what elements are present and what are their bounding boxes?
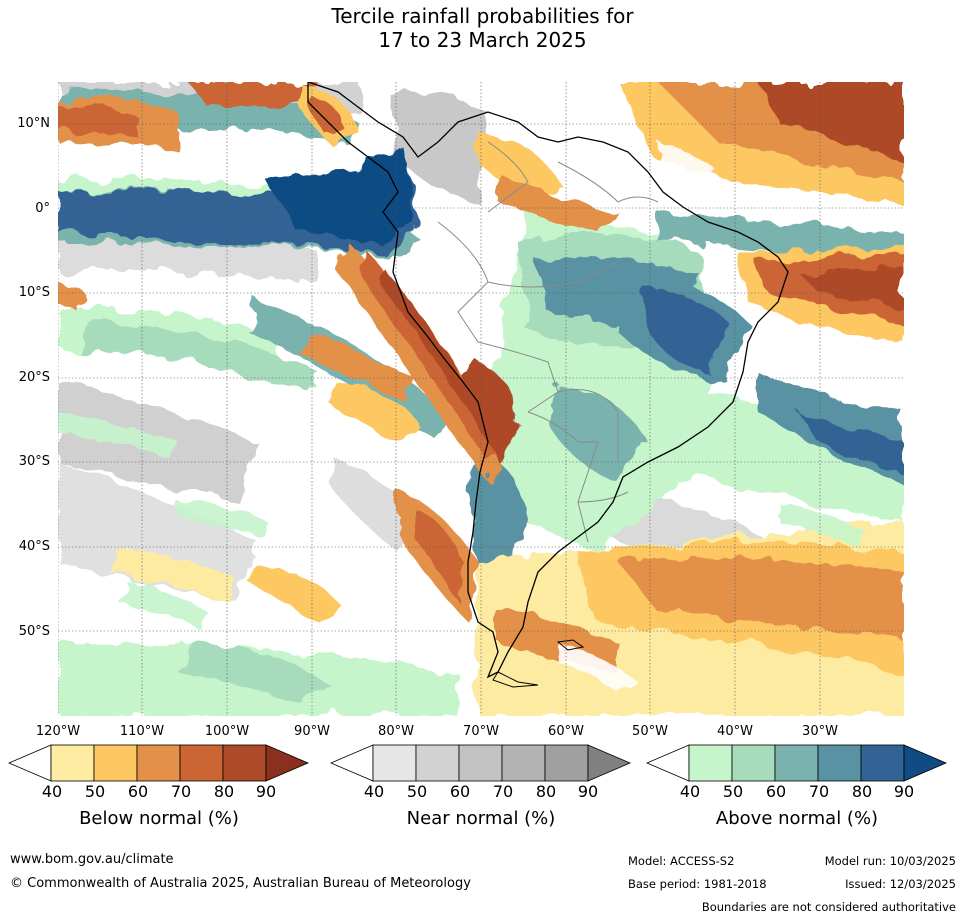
map-canvas [58,82,904,716]
near-tick-50: 50 [406,782,428,801]
above-swatch-2 [731,744,776,782]
bom-url: www.bom.gov.au/climate [10,852,174,867]
above-tick-40: 40 [679,782,701,801]
lat-label-20s: 20°S [18,370,50,385]
near-tick-70: 70 [492,782,514,801]
near-swatch-4 [501,744,546,782]
near-normal-title: Near normal (%) [406,808,556,829]
near-tick-90: 90 [577,782,599,801]
above-swatch-4 [817,744,862,782]
below-tick-40: 40 [41,782,63,801]
lon-label-100w: 100°W [204,724,250,739]
copyright: © Commonwealth of Australia 2025, Austra… [10,876,471,891]
model-name: Model: ACCESS-S2 [628,854,735,868]
lat-label-30s: 30°S [18,454,50,469]
lon-label-110w: 110°W [119,724,165,739]
issued-date: Issued: 12/03/2025 [845,877,956,891]
below-tick-80: 80 [213,782,235,801]
tierra-del-fuego [492,671,539,688]
country-boundaries [437,141,659,543]
chart-title-line2: 17 to 23 March 2025 [378,28,587,52]
colorbar-below-normal [8,744,310,782]
boundaries-disclaimer: Boundaries are not considered authoritat… [701,900,956,914]
above-swatch-under [646,744,690,782]
above-tick-50: 50 [722,782,744,801]
above-tick-60: 60 [765,782,787,801]
above-tick-90: 90 [893,782,915,801]
lat-label-10n: 10°N [17,116,50,131]
lon-label-30w: 30°W [802,724,838,739]
near-tick-60: 60 [449,782,471,801]
lon-label-120w: 120°W [35,724,81,739]
above-swatch-over [903,744,948,782]
colorbar-near-swatches [330,744,632,782]
above-swatch-5 [860,744,905,782]
falkland-islands [556,639,585,651]
lat-label-40s: 40°S [18,539,50,554]
below-tick-60: 60 [127,782,149,801]
near-tick-40: 40 [363,782,385,801]
lat-label-10s: 10°S [18,285,50,300]
coastline [307,82,789,679]
below-swatch-over [265,744,310,782]
lon-label-80w: 80°W [378,724,414,739]
below-swatch-3 [136,744,181,782]
below-swatch-under [8,744,52,782]
below-swatch-1 [50,744,95,782]
near-swatch-over [587,744,632,782]
below-swatch-2 [93,744,138,782]
below-swatch-4 [179,744,224,782]
colorbar-below-swatches [8,744,310,782]
rainfall-probability-map [58,82,904,716]
lon-label-90w: 90°W [294,724,330,739]
near-swatch-2 [415,744,460,782]
near-swatch-5 [544,744,589,782]
probability-speckles [58,142,868,692]
near-tick-80: 80 [535,782,557,801]
above-tick-80: 80 [851,782,873,801]
colorbar-above-normal [646,744,948,782]
below-tick-50: 50 [84,782,106,801]
above-normal-title: Above normal (%) [715,808,879,829]
lon-label-40w: 40°W [717,724,753,739]
base-period: Base period: 1981-2018 [628,877,767,891]
probability-shading [58,82,904,716]
colorbar-near-normal [330,744,632,782]
model-run: Model run: 10/03/2025 [824,854,956,868]
lon-label-50w: 50°W [632,724,668,739]
below-tick-70: 70 [170,782,192,801]
lat-label-50s: 50°S [18,624,50,639]
chart-title-line1: Tercile rainfall probabilities for [331,4,634,28]
below-swatch-5 [222,744,267,782]
below-normal-title: Below normal (%) [79,808,239,829]
lon-label-60w: 60°W [548,724,584,739]
above-swatch-3 [774,744,819,782]
near-swatch-1 [372,744,417,782]
lon-label-70w: 70°W [463,724,499,739]
lat-label-0: 0° [35,201,50,216]
above-tick-70: 70 [808,782,830,801]
near-swatch-under [330,744,374,782]
near-swatch-3 [458,744,503,782]
above-swatch-1 [688,744,733,782]
colorbar-above-swatches [646,744,948,782]
below-tick-90: 90 [255,782,277,801]
